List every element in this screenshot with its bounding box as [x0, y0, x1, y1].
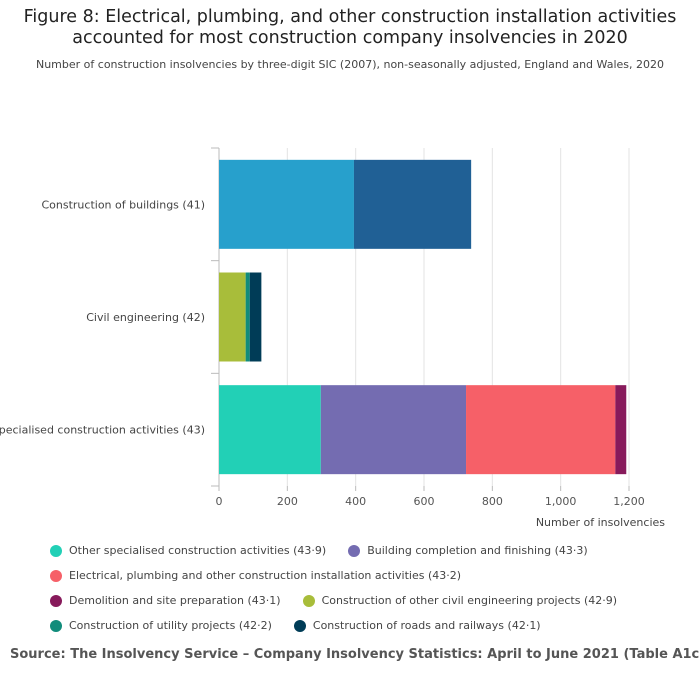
- legend-item: Construction of utility projects (42·2): [50, 619, 272, 632]
- legend-swatch-icon: [50, 619, 62, 632]
- bar-segment: [249, 272, 262, 362]
- bar-segment: [219, 272, 246, 362]
- x-tick-label: 600: [414, 495, 435, 508]
- x-tick-label: 0: [216, 495, 223, 508]
- legend-row: Electrical, plumbing and other construct…: [50, 563, 690, 588]
- category-label: Construction of buildings (41): [41, 198, 205, 211]
- legend-item: Construction of other civil engineering …: [302, 594, 618, 607]
- category-label: Specialised construction activities (43): [0, 424, 205, 437]
- legend-swatch-icon: [50, 594, 62, 607]
- bar-segment: [245, 272, 250, 362]
- source-note: Source: The Insolvency Service – Company…: [10, 647, 700, 662]
- x-tick-label: 200: [277, 495, 298, 508]
- legend-row: Demolition and site preparation (43·1) Co…: [50, 588, 690, 613]
- legend-label: Other specialised construction activitie…: [69, 544, 327, 557]
- x-axis-title: Number of insolvencies: [536, 516, 665, 529]
- legend-swatch-icon: [50, 569, 62, 582]
- legend-label: Construction of roads and railways (42·1…: [312, 619, 541, 632]
- category-label: Civil engineering (42): [86, 311, 205, 324]
- legend-label: Construction of other civil engineering …: [321, 594, 618, 607]
- legend-label: Construction of utility projects (42·2): [69, 619, 272, 632]
- legend-item: Electrical, plumbing and other construct…: [50, 569, 461, 582]
- chart-title-line-1: Figure 8: Electrical, plumbing, and othe…: [23, 7, 677, 27]
- x-tick-label: 400: [345, 495, 366, 508]
- x-tick-label: 1,000: [545, 495, 577, 508]
- legend-label: Electrical, plumbing and other construct…: [69, 569, 462, 582]
- chart-legend: Other specialised construction activitie…: [50, 538, 690, 638]
- chart-title: Figure 8: Electrical, plumbing, and othe…: [0, 7, 700, 49]
- chart-subtitle: Number of construction insolvencies by t…: [35, 58, 664, 71]
- legend-row: Other specialised construction activitie…: [50, 538, 690, 563]
- chart-title-line-2: accounted for most construction company …: [72, 28, 628, 48]
- bar-chart: 0 200 400 600 800 1,000 1,200 Construction of b…: [0, 147, 665, 529]
- legend-swatch-icon: [302, 594, 315, 607]
- legend-item: Demolition and site preparation (43·1): [50, 594, 281, 607]
- bar-segment: [615, 385, 627, 475]
- bar-segment: [219, 385, 321, 475]
- bar-segment: [353, 159, 472, 249]
- x-tick-label: 800: [482, 495, 503, 508]
- legend-label: Building completion and finishing (43·3): [367, 544, 588, 557]
- legend-swatch-icon: [50, 544, 62, 557]
- legend-swatch-icon: [293, 619, 306, 632]
- legend-item: Construction of roads and railways (42·1…: [293, 619, 541, 632]
- legend-item: Building completion and finishing (43·3): [348, 544, 588, 557]
- bar-segment: [466, 385, 616, 475]
- legend-label: Demolition and site preparation (43·1): [69, 594, 281, 607]
- legend-item: Other specialised construction activitie…: [50, 544, 326, 557]
- bar-segment: [320, 385, 467, 475]
- x-tick-label: 1,200: [613, 495, 645, 508]
- legend-swatch-icon: [348, 544, 361, 557]
- bar-segment: [219, 159, 354, 249]
- legend-row: Construction of utility projects (42·2) C…: [50, 613, 690, 638]
